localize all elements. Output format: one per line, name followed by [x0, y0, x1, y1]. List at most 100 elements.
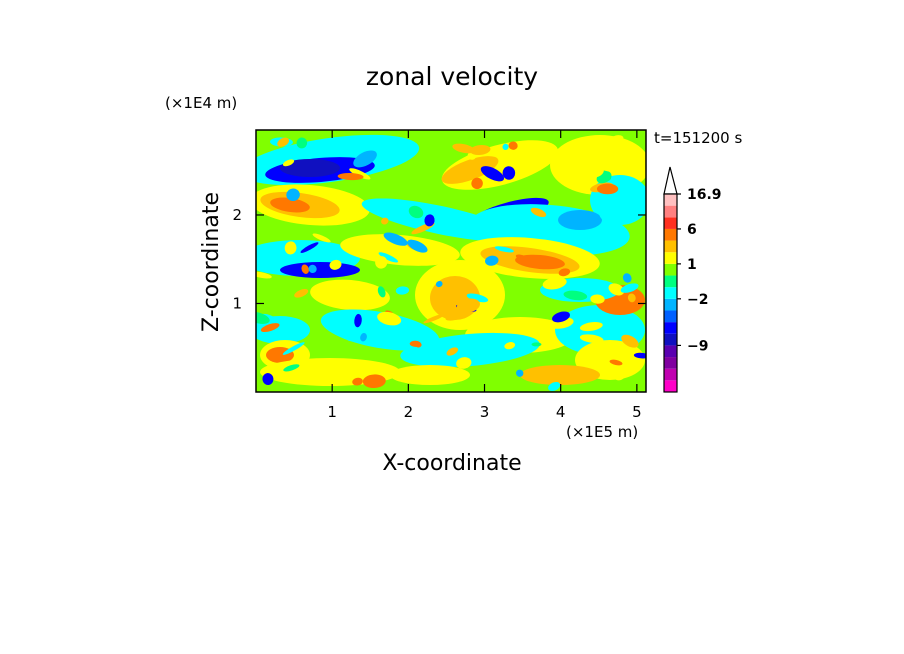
x-axis-ticks: 1 2 3 4 5 [327, 130, 642, 421]
contour-speckle [456, 357, 472, 369]
contour-speckle [300, 242, 319, 253]
contour-speckle [286, 188, 300, 202]
colorbar-label: −2 [687, 292, 708, 308]
y-axis-label: Z-coordinate [199, 192, 224, 332]
contour-blob [558, 210, 602, 230]
contour-speckle [579, 334, 604, 344]
contour-speckle [362, 374, 386, 389]
contour-speckle [446, 347, 459, 356]
x-tick-label: 2 [404, 403, 414, 421]
colorbar-box [664, 228, 677, 241]
colorbar-box [664, 205, 677, 218]
contour-speckle [262, 373, 274, 386]
colorbar-box [664, 322, 677, 334]
colorbar-extend-arrow [663, 166, 678, 195]
contour-speckle [612, 370, 625, 381]
colorbar-box [664, 310, 677, 323]
contour-speckle [337, 173, 364, 181]
contour-speckle [329, 259, 342, 270]
colorbar-label: 1 [687, 257, 697, 273]
contour-speckle [504, 342, 516, 350]
contour-speckle [590, 294, 605, 304]
contour-speckle [469, 144, 491, 156]
colorbar-box [664, 287, 677, 299]
contour-speckle [424, 214, 435, 227]
contour-speckle [609, 135, 624, 144]
contour-speckle [614, 212, 633, 224]
contour-speckle [395, 286, 410, 295]
contour-speckle [282, 342, 305, 355]
contour-blob [310, 279, 390, 311]
colorbar-label: 6 [687, 222, 697, 238]
colorbar-label: −9 [687, 338, 708, 354]
x-tick-label: 5 [632, 403, 642, 421]
x-tick-label: 4 [556, 403, 566, 421]
contour-speckle [622, 273, 632, 283]
contour-speckle [408, 205, 424, 219]
contour-speckle [480, 166, 505, 182]
y-tick-label: 1 [232, 294, 242, 312]
contour-speckle [435, 281, 443, 288]
colorbar-box [664, 345, 677, 358]
contour-speckle [548, 381, 561, 392]
contour-speckle [588, 166, 604, 178]
colorbar-box [664, 275, 677, 288]
contour-speckle [360, 332, 367, 342]
contour-speckle [375, 256, 388, 269]
colorbar-box [664, 217, 677, 229]
contour-speckle [515, 254, 534, 265]
contour-speckle [502, 166, 516, 180]
colorbar-box [664, 263, 677, 276]
colorbar-frame [663, 193, 678, 393]
contour-speckle [352, 377, 363, 386]
contour-speckle [563, 290, 588, 301]
contour-speckle [494, 246, 514, 253]
colorbar: 16.9 6 1 −2 −9 [663, 166, 722, 393]
contour-speckle [381, 217, 389, 225]
y-axis-unit: (×1E4 m) [165, 94, 237, 112]
contour-blob [390, 365, 470, 385]
contour-speckle [530, 207, 547, 218]
contour-blob [441, 156, 499, 184]
contour-speckle [609, 359, 623, 366]
contour-speckle [284, 241, 297, 255]
y-tick-label: 2 [232, 206, 242, 224]
contour-speckle [407, 239, 428, 253]
contour-speckle [471, 177, 483, 190]
contour-speckle [502, 143, 509, 151]
contour-speckle [608, 283, 625, 296]
contour-speckle [353, 150, 377, 168]
contour-speckle [377, 286, 386, 298]
contour-speckle [552, 311, 570, 323]
y-axis-ticks: 12 [232, 206, 646, 312]
x-tick-label: 1 [327, 403, 337, 421]
contour-speckle [620, 283, 639, 293]
colorbar-box [664, 368, 677, 381]
contour-speckle [296, 137, 308, 149]
contour-speckle [277, 137, 289, 147]
colorbar-box [664, 357, 677, 369]
colorbar-box [664, 194, 677, 206]
contour-field [256, 130, 646, 392]
contour-speckle [260, 323, 280, 333]
contour-blob [280, 159, 340, 177]
contour-speckle [282, 159, 295, 167]
contour-speckle [456, 298, 481, 313]
contour-speckle [283, 364, 300, 372]
colorbar-box [664, 333, 677, 346]
contour-speckle [596, 183, 619, 195]
contour-speckle [485, 255, 499, 266]
contour-speckle [423, 313, 445, 324]
colorbar-box [664, 240, 677, 253]
contour-blob [340, 234, 460, 266]
contour-speckle [542, 277, 567, 290]
x-tick-label: 3 [480, 403, 490, 421]
plot-frame [255, 129, 647, 393]
contour-speckle [377, 311, 402, 326]
colorbar-box [664, 252, 677, 264]
contour-speckle [383, 232, 408, 246]
contour-speckle [415, 342, 422, 348]
contour-speckle [621, 334, 639, 348]
contour-speckle [301, 264, 309, 274]
